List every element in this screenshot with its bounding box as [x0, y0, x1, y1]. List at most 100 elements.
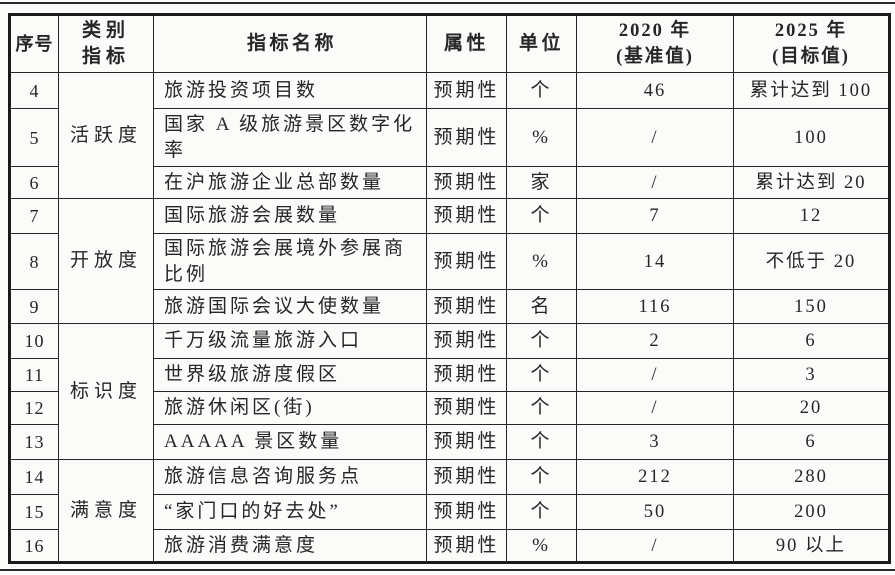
cell-unit: 个 — [506, 358, 577, 392]
cell-indicator-name: 国家 A 级旅游景区数字化率 — [153, 108, 427, 167]
cell-target-2025: 20 — [733, 391, 890, 425]
table-row: 6 在沪旅游企业总部数量 预期性 家 / 累计达到 20 — [9, 166, 890, 199]
table-row: 13 AAAAA 景区数量 预期性 个 3 6 — [9, 424, 890, 460]
cell-attribute: 预期性 — [426, 529, 507, 563]
cell-attribute: 预期性 — [426, 198, 507, 234]
cell-indicator-name: 千万级流量旅游入口 — [153, 323, 427, 359]
cell-indicator-name: 旅游投资项目数 — [153, 72, 427, 109]
cell-baseline-2020: 3 — [576, 424, 734, 460]
cell-unit: % — [506, 529, 577, 563]
cell-baseline-2020: / — [576, 529, 734, 563]
cell-category-satisfaction: 满意度 — [58, 459, 154, 563]
cell-category-recognition: 标识度 — [58, 323, 154, 460]
cell-attribute: 预期性 — [426, 494, 507, 530]
cell-target-2025: 90 以上 — [733, 529, 890, 563]
cell-indicator-name: “家门口的好去处” — [153, 494, 427, 530]
cell-row-number: 11 — [9, 358, 59, 392]
cell-target-2025: 累计达到 100 — [733, 72, 890, 109]
cell-indicator-name: 旅游消费满意度 — [153, 529, 427, 563]
cell-target-2025: 150 — [733, 289, 890, 324]
cell-attribute: 预期性 — [426, 108, 507, 167]
bottom-rule-line — [0, 569, 895, 571]
header-unit: 单位 — [506, 14, 577, 73]
header-category: 类别 指标 — [58, 14, 154, 73]
cell-baseline-2020: 50 — [576, 494, 734, 530]
cell-unit: 个 — [506, 323, 577, 359]
cell-unit: 个 — [506, 494, 577, 530]
cell-baseline-2020: / — [576, 108, 734, 167]
cell-target-2025: 12 — [733, 198, 890, 234]
cell-indicator-name: 世界级旅游度假区 — [153, 358, 427, 392]
cell-target-2025: 100 — [733, 108, 890, 167]
table-row: 10 标识度 千万级流量旅游入口 预期性 个 2 6 — [9, 323, 890, 460]
cell-attribute: 预期性 — [426, 233, 507, 290]
cell-baseline-2020: / — [576, 358, 734, 392]
table-row: 8 国际旅游会展境外参展商比例 预期性 % 14 不低于 20 — [9, 233, 890, 290]
cell-baseline-2020: 7 — [576, 198, 734, 234]
cell-indicator-name: 国际旅游会展境外参展商比例 — [153, 233, 427, 290]
header-baseline-2020: 2020 年 (基准值) — [576, 14, 734, 73]
cell-indicator-name: 旅游国际会议大使数量 — [153, 289, 427, 324]
table-row: 7 开放度 国际旅游会展数量 预期性 个 7 12 — [9, 198, 890, 324]
cell-baseline-2020: 116 — [576, 289, 734, 324]
cell-unit: 个 — [506, 391, 577, 425]
cell-unit: % — [506, 233, 577, 290]
cell-baseline-2020: 2 — [576, 323, 734, 359]
cell-row-number: 8 — [9, 233, 59, 290]
table-row: 12 旅游休闲区(街) 预期性 个 / 20 — [9, 391, 890, 425]
cell-category-activity: 活跃度 — [58, 72, 154, 199]
cell-row-number: 12 — [9, 391, 59, 425]
cell-indicator-name: 国际旅游会展数量 — [153, 198, 427, 234]
header-attribute: 属性 — [426, 14, 507, 73]
cell-row-number: 14 — [9, 459, 59, 495]
cell-baseline-2020: / — [576, 391, 734, 425]
cell-row-number: 9 — [9, 289, 59, 324]
cell-baseline-2020: 14 — [576, 233, 734, 290]
cell-row-number: 13 — [9, 424, 59, 460]
cell-row-number: 10 — [9, 323, 59, 359]
cell-baseline-2020: 46 — [576, 72, 734, 109]
cell-row-number: 7 — [9, 198, 59, 234]
cell-unit: % — [506, 108, 577, 167]
table-row: 5 国家 A 级旅游景区数字化率 预期性 % / 100 — [9, 108, 890, 167]
cell-row-number: 6 — [9, 166, 59, 199]
cell-attribute: 预期性 — [426, 459, 507, 495]
cell-attribute: 预期性 — [426, 166, 507, 199]
cell-baseline-2020: 212 — [576, 459, 734, 495]
cell-row-number: 5 — [9, 108, 59, 167]
cell-indicator-name: AAAAA 景区数量 — [153, 424, 427, 460]
cell-row-number: 15 — [9, 494, 59, 530]
cell-unit: 个 — [506, 459, 577, 495]
cell-indicator-name: 旅游休闲区(街) — [153, 391, 427, 425]
cell-attribute: 预期性 — [426, 358, 507, 392]
cell-attribute: 预期性 — [426, 391, 507, 425]
cell-target-2025: 不低于 20 — [733, 233, 890, 290]
top-rule-line — [0, 2, 895, 4]
cell-target-2025: 6 — [733, 424, 890, 460]
cell-indicator-name: 旅游信息咨询服务点 — [153, 459, 427, 495]
table-row: 4 活跃度 旅游投资项目数 预期性 个 46 累计达到 100 — [9, 72, 890, 199]
cell-target-2025: 6 — [733, 323, 890, 359]
table-row: 14 满意度 旅游信息咨询服务点 预期性 个 212 280 — [9, 459, 890, 563]
header-row: 序号 类别 指标 指标名称 属性 单位 2020 年 (基准值) 2025 年 … — [9, 14, 890, 73]
cell-attribute: 预期性 — [426, 289, 507, 324]
cell-target-2025: 200 — [733, 494, 890, 530]
indicator-table: 序号 类别 指标 指标名称 属性 单位 2020 年 (基准值) 2025 年 … — [8, 13, 891, 564]
cell-attribute: 预期性 — [426, 72, 507, 109]
cell-unit: 个 — [506, 72, 577, 109]
header-indicator-name: 指标名称 — [153, 14, 427, 73]
cell-row-number: 16 — [9, 529, 59, 563]
cell-unit: 个 — [506, 198, 577, 234]
cell-attribute: 预期性 — [426, 424, 507, 460]
cell-unit: 个 — [506, 424, 577, 460]
cell-target-2025: 累计达到 20 — [733, 166, 890, 199]
cell-row-number: 4 — [9, 72, 59, 109]
header-target-2025: 2025 年 (目标值) — [733, 14, 890, 73]
cell-baseline-2020: / — [576, 166, 734, 199]
cell-attribute: 预期性 — [426, 323, 507, 359]
cell-unit: 家 — [506, 166, 577, 199]
cell-target-2025: 280 — [733, 459, 890, 495]
cell-indicator-name: 在沪旅游企业总部数量 — [153, 166, 427, 199]
cell-category-openness: 开放度 — [58, 198, 154, 324]
cell-unit: 名 — [506, 289, 577, 324]
